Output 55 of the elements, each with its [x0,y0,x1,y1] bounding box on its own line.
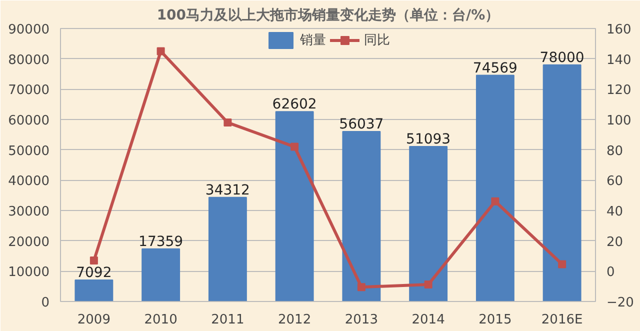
x-tick-label: 2009 [77,312,110,328]
x-tick-label: 2010 [144,312,178,328]
y2-tick-label: 0 [606,265,615,280]
x-tick-label: 2016E [541,312,583,328]
y-tick-label: 20000 [8,234,50,250]
legend-label: 销量 [300,32,326,49]
bar [142,248,180,302]
data-label: 62602 [272,96,317,113]
x-tick-label: 2012 [278,312,312,328]
bar [208,196,247,302]
y2-tick-label: 160 [606,22,632,38]
y-tick-label: 60000 [8,114,50,128]
y-tick-label: 0 [41,296,50,310]
point [357,283,366,292]
point [491,197,500,206]
data-label: 34312 [205,182,250,198]
y2-tick-label: 80 [606,144,624,159]
y2-tick-label: 140 [606,52,632,68]
y2-tick-label: 20 [606,234,624,250]
bar [342,131,381,302]
bar [542,64,582,302]
data-label: 56037 [339,116,384,133]
legend-label: 同比 [364,32,390,49]
bar [74,279,114,302]
point [90,256,98,265]
y-tick-label: 10000 [8,265,50,280]
bar [476,74,514,302]
y-tick-label: 40000 [8,174,50,190]
data-label: 7092 [76,264,112,281]
data-label: 74569 [472,60,518,76]
data-label: 17359 [138,234,184,250]
point [156,47,165,56]
chart-title: 100马力及以上大拖市场销量变化走势（单位：台/%） [156,6,500,24]
point [224,118,232,127]
x-tick-label: 2011 [211,312,244,328]
y2-tick-label: −20 [606,296,634,310]
y-tick-label: 90000 [8,22,50,38]
y2-tick-label: 100 [606,114,632,128]
y-tick-label: 70000 [8,83,50,98]
y2-tick-label: 60 [606,174,624,190]
x-tick-label: 2015 [478,312,512,328]
y-tick-label: 30000 [8,204,50,220]
point [290,142,299,151]
point [424,280,432,289]
bar [409,146,448,302]
data-label: 78000 [540,50,584,66]
point [558,260,566,268]
y2-tick-label: 40 [606,204,624,220]
y-tick-label: 50000 [8,144,50,159]
y-tick-label: 80000 [8,52,50,68]
x-tick-label: 2013 [344,312,378,328]
data-label: 51093 [406,132,451,148]
y2-tick-label: 120 [606,83,632,98]
bar [275,111,314,302]
x-tick-label: 2014 [412,312,445,328]
